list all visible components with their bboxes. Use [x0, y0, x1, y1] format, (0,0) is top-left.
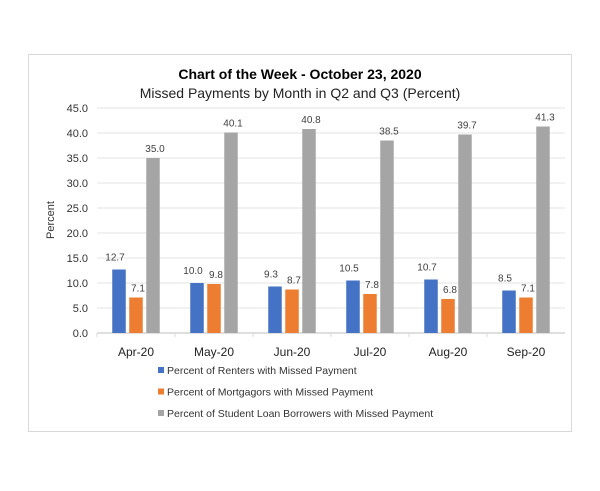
data-label: 10.5 — [339, 264, 359, 275]
bar-1-Sep-20 — [519, 297, 533, 333]
bar-1-May-20 — [207, 284, 221, 333]
legend-swatch — [158, 410, 164, 416]
y-axis-label: Percent — [45, 201, 57, 239]
y-tick-label: 15.0 — [67, 253, 88, 265]
data-label: 40.8 — [301, 115, 321, 126]
bar-2-Jul-20 — [380, 140, 394, 333]
data-label: 7.1 — [131, 284, 145, 295]
data-label: 9.8 — [209, 270, 223, 281]
x-tick-label: Sep-20 — [507, 345, 546, 359]
data-label: 6.8 — [443, 285, 457, 296]
legend-swatch — [158, 388, 164, 395]
x-tick-label: Jul-20 — [354, 345, 387, 359]
bar-2-Apr-20 — [146, 158, 160, 333]
bar-1-Jun-20 — [285, 289, 299, 333]
data-label: 35.0 — [145, 144, 165, 155]
bar-2-Jun-20 — [302, 129, 316, 333]
y-tick-label: 30.0 — [67, 178, 88, 190]
y-tick-label: 45.0 — [67, 103, 88, 115]
x-tick-label: Aug-20 — [429, 345, 468, 359]
data-label: 9.3 — [264, 270, 278, 281]
data-label: 10.7 — [417, 263, 437, 274]
x-tick-label: Apr-20 — [118, 345, 154, 359]
data-label: 12.7 — [105, 253, 125, 264]
data-label: 10.0 — [183, 266, 203, 277]
chart-border — [28, 54, 572, 432]
bar-2-Sep-20 — [536, 126, 550, 333]
data-label: 40.1 — [223, 119, 243, 130]
bar-1-Aug-20 — [441, 299, 455, 333]
chart-title: Chart of the Week - October 23, 2020 — [178, 66, 421, 82]
bar-0-Sep-20 — [502, 290, 516, 333]
chart-subtitle: Missed Payments by Month in Q2 and Q3 (P… — [140, 85, 461, 101]
data-label: 41.3 — [535, 113, 555, 124]
data-label: 8.5 — [498, 274, 512, 285]
bar-0-Jun-20 — [268, 286, 282, 333]
y-tick-label: 0.0 — [73, 328, 88, 340]
y-tick-label: 40.0 — [67, 128, 88, 140]
data-label: 7.8 — [365, 280, 379, 291]
y-tick-label: 5.0 — [73, 303, 88, 315]
y-tick-label: 20.0 — [67, 228, 88, 240]
data-label: 39.7 — [457, 121, 477, 132]
legend-entry: Percent of Mortgagors with Missed Paymen… — [167, 387, 373, 399]
bar-0-May-20 — [190, 283, 204, 333]
bar-0-Apr-20 — [112, 269, 126, 333]
y-tick-label: 10.0 — [67, 278, 88, 290]
data-label: 7.1 — [521, 284, 535, 295]
y-tick-label: 25.0 — [67, 203, 88, 215]
bar-2-May-20 — [224, 132, 238, 333]
x-tick-label: May-20 — [194, 345, 234, 359]
bar-0-Jul-20 — [346, 280, 360, 333]
data-label: 8.7 — [287, 276, 301, 287]
data-label: 38.5 — [379, 127, 399, 138]
legend-entry: Percent of Renters with Missed Payment — [167, 365, 357, 377]
bar-2-Aug-20 — [458, 134, 472, 333]
bar-1-Apr-20 — [129, 297, 143, 333]
y-tick-label: 35.0 — [67, 153, 88, 165]
legend-entry: Percent of Student Loan Borrowers with M… — [167, 408, 433, 420]
legend-swatch — [158, 367, 164, 373]
bar-1-Jul-20 — [363, 294, 377, 333]
x-tick-label: Jun-20 — [274, 345, 311, 359]
bar-0-Aug-20 — [424, 279, 438, 333]
